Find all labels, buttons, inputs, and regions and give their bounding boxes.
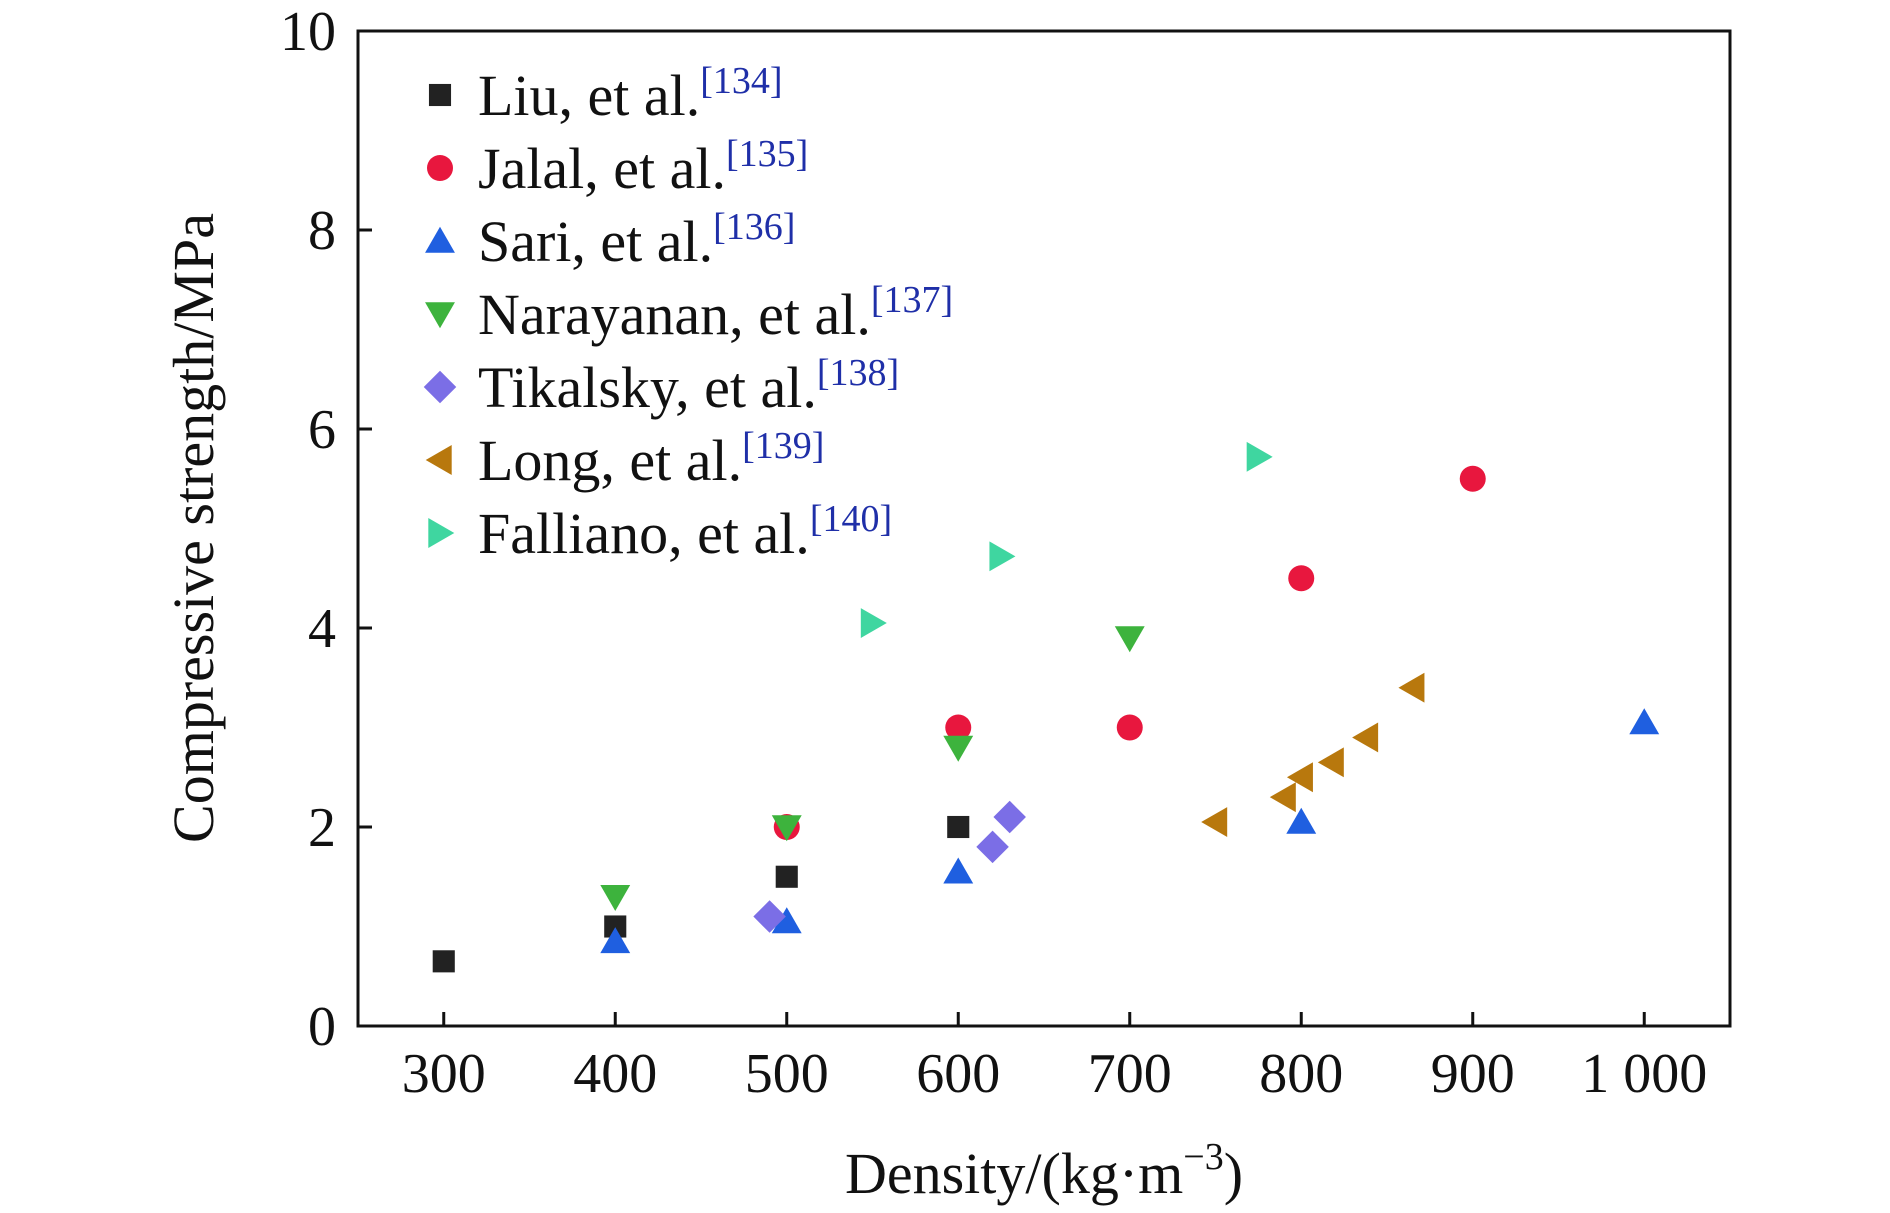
y-tick-label: 0 [308, 996, 336, 1058]
data-point-long-et-al [1352, 722, 1379, 753]
legend-marker-liu-et-al [428, 83, 452, 107]
data-point-liu-et-al [947, 815, 970, 839]
legend-label-jalal-et-al: Jalal, et al.[135] [478, 133, 808, 201]
legend-marker-falliano-et-al [428, 518, 455, 548]
data-point-tikalsky-et-al [993, 800, 1026, 834]
data-point-liu-et-al [775, 865, 798, 888]
x-tick-label: 500 [745, 1043, 829, 1105]
data-point-falliano-et-al [989, 541, 1016, 572]
legend: Liu, et al.[134]Jalal, et al.[135]Sari, … [423, 60, 953, 566]
data-point-falliano-et-al [1246, 441, 1273, 472]
legend-label-long-et-al: Long, et al.[139] [478, 425, 824, 493]
data-point-narayanan-et-al [600, 884, 631, 911]
data-point-long-et-al [1269, 782, 1296, 813]
data-point-sari-et-al [1286, 807, 1317, 834]
data-point-falliano-et-al [860, 608, 887, 638]
data-point-long-et-al [1398, 672, 1425, 703]
data-point-liu-et-al [604, 915, 627, 938]
legend-marker-jalal-et-al [427, 155, 453, 181]
x-tick-label: 800 [1259, 1043, 1343, 1105]
y-axis-title: Compressive strength/MPa [161, 213, 226, 843]
data-point-narayanan-et-al [943, 735, 974, 762]
data-point-jalal-et-al [1288, 565, 1315, 592]
x-tick-label: 1 000 [1581, 1043, 1707, 1105]
data-point-jalal-et-al [1459, 465, 1486, 492]
legend-marker-long-et-al [425, 445, 452, 475]
data-point-narayanan-et-al [1114, 626, 1145, 653]
x-tick-label: 300 [402, 1043, 486, 1105]
legend-marker-sari-et-al [425, 226, 455, 253]
x-tick-label: 900 [1431, 1043, 1515, 1105]
x-axis-ticks: 300 400 500 600 700 800 900 1 000 [402, 1012, 1707, 1105]
data-point-sari-et-al [600, 927, 631, 954]
data-point-long-et-al [1201, 807, 1228, 837]
y-tick-label: 2 [308, 797, 336, 859]
x-tick-label: 400 [573, 1043, 657, 1105]
y-axis-ticks: 0 2 4 6 8 10 [280, 1, 372, 1058]
plot-frame [356, 29, 1732, 1028]
data-point-long-et-al [1317, 747, 1344, 778]
data-point-long-et-al [1286, 762, 1313, 793]
x-axis-title: Density/(kg·m−3) [845, 1136, 1243, 1206]
legend-marker-tikalsky-et-al [423, 370, 457, 404]
y-tick-label: 10 [280, 1, 336, 63]
data-point-jalal-et-al [945, 714, 972, 741]
x-tick-label: 600 [916, 1043, 1000, 1105]
legend-label-falliano-et-al: Falliano, et al.[140] [478, 498, 892, 566]
data-points [432, 441, 1660, 973]
data-point-jalal-et-al [1116, 714, 1143, 741]
legend-label-tikalsky-et-al: Tikalsky, et al.[138] [478, 352, 899, 420]
y-tick-label: 8 [308, 200, 336, 262]
data-point-tikalsky-et-al [753, 900, 786, 933]
y-tick-label: 4 [308, 598, 336, 660]
x-tick-label: 700 [1088, 1043, 1172, 1105]
legend-label-liu-et-al: Liu, et al.[134] [478, 60, 783, 128]
data-point-narayanan-et-al [771, 815, 802, 842]
data-point-sari-et-al [943, 857, 974, 884]
legend-label-sari-et-al: Sari, et al.[136] [478, 206, 795, 274]
y-tick-label: 6 [308, 399, 336, 461]
data-point-tikalsky-et-al [976, 830, 1009, 864]
data-point-sari-et-al [1629, 708, 1660, 735]
legend-marker-narayanan-et-al [425, 302, 455, 329]
legend-label-narayanan-et-al: Narayanan, et al.[137] [478, 279, 953, 347]
data-point-sari-et-al [771, 907, 802, 934]
data-point-liu-et-al [432, 950, 455, 973]
